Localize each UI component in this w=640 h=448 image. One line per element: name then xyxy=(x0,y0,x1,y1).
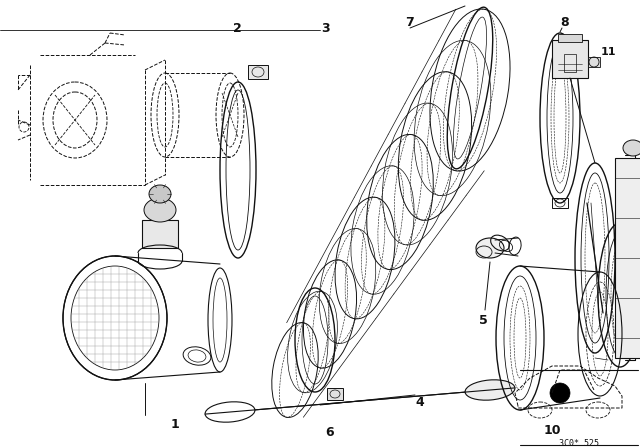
Text: 4: 4 xyxy=(415,396,424,409)
Bar xyxy=(564,54,576,72)
Text: 11: 11 xyxy=(600,47,616,57)
Ellipse shape xyxy=(476,238,504,258)
Text: 8: 8 xyxy=(561,16,570,29)
Ellipse shape xyxy=(550,383,570,403)
Bar xyxy=(615,158,640,358)
Text: 2: 2 xyxy=(232,22,241,34)
Text: 5: 5 xyxy=(479,314,488,327)
Ellipse shape xyxy=(272,323,318,418)
Ellipse shape xyxy=(144,198,176,222)
Text: 6: 6 xyxy=(326,426,334,439)
Ellipse shape xyxy=(465,380,515,400)
Bar xyxy=(558,34,582,42)
Ellipse shape xyxy=(623,140,640,156)
Bar xyxy=(142,220,178,248)
Text: 1: 1 xyxy=(171,418,179,431)
Bar xyxy=(588,57,600,67)
Bar xyxy=(552,40,588,78)
Text: 10: 10 xyxy=(543,423,561,436)
Text: 7: 7 xyxy=(406,16,414,29)
Text: 3: 3 xyxy=(321,22,330,34)
Bar xyxy=(327,388,343,400)
Text: 3C0* 525: 3C0* 525 xyxy=(559,439,599,448)
Ellipse shape xyxy=(149,185,171,203)
Bar xyxy=(552,198,568,208)
Bar xyxy=(248,65,268,79)
